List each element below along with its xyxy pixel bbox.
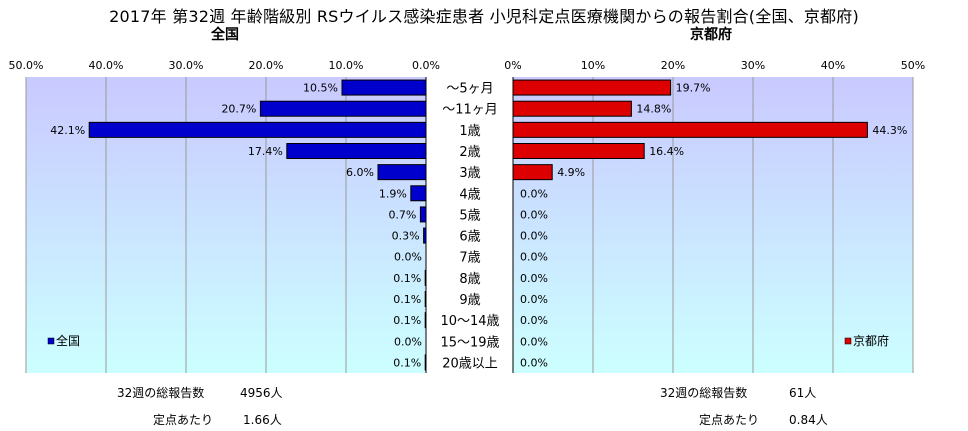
x-tick-label: 50% [901,59,925,72]
value-label: 44.3% [872,124,907,137]
chart-title: 2017年 第32週 年齢階級別 RSウイルス感染症患者 小児科定点医療機関から… [109,7,859,26]
legend-swatch [844,337,852,345]
value-label: 0.0% [520,187,548,200]
legend-label: 全国 [56,333,80,348]
right-per-value: 0.84人 [789,413,828,427]
value-label: 0.0% [520,314,548,327]
value-label: 0.7% [388,208,416,221]
value-label: 20.7% [221,103,256,116]
x-tick-label: 0% [504,59,521,72]
bar [512,79,672,96]
right-total-label: 32週の総報告数 [660,386,748,400]
legend-swatch [47,337,55,345]
x-tick-label: 10% [581,59,605,72]
left-total-label: 32週の総報告数 [117,386,205,400]
value-label: 0.0% [520,335,548,348]
category-label: 20歳以上 [442,356,498,371]
bar [341,79,427,96]
category-label: 4歳 [459,187,480,202]
x-tick-label: 40.0% [89,59,124,72]
category-label: 6歳 [459,230,480,245]
bar [377,164,427,181]
category-label: 10〜14歳 [440,314,499,329]
right-panel-subtitle: 京都府 [690,27,732,43]
left-panel-subtitle: 全国 [211,27,239,43]
value-label: 0.0% [520,356,548,369]
value-label: 0.0% [520,293,548,306]
category-label: 〜11ヶ月 [442,103,498,118]
right-total-value: 61人 [789,386,817,400]
category-labels: 〜5ヶ月〜11ヶ月 1歳 2歳 3歳 4歳 5歳 6歳 7歳 8歳 9歳 10〜14歳 15〜19歳 2… [440,82,499,372]
x-tick-label: 50.0% [9,59,44,72]
category-label: 9歳 [459,293,480,308]
x-tick-label: 0.0% [412,59,440,72]
category-label: 7歳 [459,251,480,266]
value-label: 10.5% [303,82,338,95]
category-label: 〜5ヶ月 [446,82,493,97]
value-label: 0.0% [394,335,422,348]
value-label: 0.3% [392,230,420,243]
value-label: 0.1% [393,272,421,285]
bar [410,185,427,202]
x-tick-label: 30% [741,59,765,72]
category-label: 5歳 [459,208,480,223]
value-label: 16.4% [649,145,684,158]
plot-area [26,77,426,373]
value-label: 0.0% [520,208,548,221]
left-total-value: 4956人 [240,386,283,400]
value-label: 4.9% [557,166,585,179]
left-per-label: 定点あたり [153,413,214,427]
left-panel: 50.0% 40.0% 30.0% 20.0% 10.0% 0.0% 10.5% 20.7% 4… [9,59,440,373]
left-per-value: 1.66人 [243,413,282,427]
value-label: 14.8% [636,103,671,116]
x-tick-label: 30.0% [169,59,204,72]
right-panel: 0% 10% 20% 30% 40% 50% 19.7% 14.8% 44.3% 16.4% 4.9… [504,59,925,373]
right-per-label: 定点あたり [699,413,760,427]
bar [512,121,868,138]
value-label: 42.1% [50,124,85,137]
x-tick-label: 40% [821,59,845,72]
bar [88,121,427,138]
x-tick-label: 20% [661,59,685,72]
value-label: 0.0% [394,251,422,264]
bar [259,100,427,117]
legend-label: 京都府 [853,333,889,348]
category-label: 2歳 [459,145,480,160]
bar [512,164,553,181]
value-label: 0.1% [393,356,421,369]
x-tick-label: 10.0% [329,59,364,72]
value-label: 0.0% [520,251,548,264]
bar [512,143,645,159]
category-label: 15〜19歳 [440,335,499,350]
category-label: 1歳 [459,124,480,139]
plot-area [513,77,913,373]
value-label: 0.0% [520,230,548,243]
value-label: 17.4% [248,145,283,158]
value-label: 0.0% [520,272,548,285]
x-tick-label: 20.0% [249,59,284,72]
value-label: 0.1% [393,293,421,306]
value-label: 1.9% [379,187,407,200]
value-label: 0.1% [393,314,421,327]
value-label: 6.0% [346,166,374,179]
bar [512,100,632,117]
bar [419,206,427,223]
value-label: 19.7% [676,82,711,95]
category-label: 8歳 [459,272,480,287]
category-label: 3歳 [459,166,480,181]
bar [286,143,427,159]
